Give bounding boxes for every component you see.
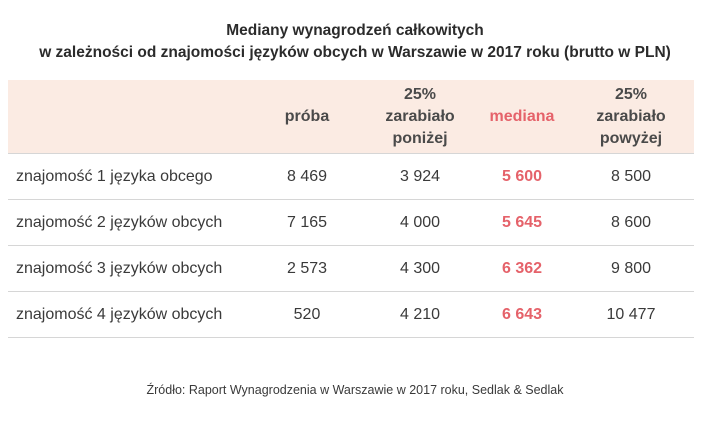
header-sample: próba bbox=[284, 107, 330, 125]
table-row: znajomość 4 języków obcych 520 4 210 6 6… bbox=[8, 292, 694, 338]
table-row: znajomość 1 języka obcego 8 469 3 924 5 … bbox=[8, 154, 694, 200]
cell-sample: 7 165 bbox=[286, 213, 328, 231]
row-label: znajomość 3 języków obcych bbox=[16, 259, 223, 277]
table-row: znajomość 2 języków obcych 7 165 4 000 5… bbox=[8, 200, 694, 246]
table-header: próba 25% zarabiało poniżej mediana 25% … bbox=[8, 80, 694, 154]
row-label: znajomość 2 języków obcych bbox=[16, 213, 223, 231]
table-row: znajomość 3 języków obcych 2 573 4 300 6… bbox=[8, 246, 694, 292]
cell-sample: 520 bbox=[293, 305, 321, 323]
cell-median: 6 643 bbox=[501, 305, 543, 323]
cell-p75: 10 477 bbox=[606, 305, 656, 323]
salary-table: próba 25% zarabiało poniżej mediana 25% … bbox=[8, 80, 694, 338]
cell-p75: 9 800 bbox=[610, 259, 652, 277]
header-median: mediana bbox=[489, 107, 555, 125]
header-p75: 25% zarabiało powyżej bbox=[596, 85, 666, 147]
cell-p25: 4 000 bbox=[399, 213, 441, 231]
header-p25: 25% zarabiało poniżej bbox=[385, 85, 455, 147]
cell-p75: 8 500 bbox=[610, 167, 652, 185]
cell-median: 6 362 bbox=[501, 259, 543, 277]
row-label: znajomość 1 języka obcego bbox=[16, 167, 213, 185]
cell-sample: 8 469 bbox=[286, 167, 328, 185]
cell-p25: 4 210 bbox=[399, 305, 441, 323]
page-title: Mediany wynagrodzeń całkowitych w zależn… bbox=[0, 20, 710, 64]
cell-p75: 8 600 bbox=[610, 213, 652, 231]
title-line-1: Mediany wynagrodzeń całkowitych bbox=[226, 22, 484, 39]
cell-sample: 2 573 bbox=[286, 259, 328, 277]
title-line-2: w zależności od znajomości języków obcyc… bbox=[39, 44, 671, 61]
cell-p25: 3 924 bbox=[399, 167, 441, 185]
cell-p25: 4 300 bbox=[399, 259, 441, 277]
row-label: znajomość 4 języków obcych bbox=[16, 305, 223, 323]
source-note: Źródło: Raport Wynagrodzenia w Warszawie… bbox=[146, 383, 564, 397]
cell-median: 5 645 bbox=[501, 213, 543, 231]
cell-median: 5 600 bbox=[501, 167, 543, 185]
